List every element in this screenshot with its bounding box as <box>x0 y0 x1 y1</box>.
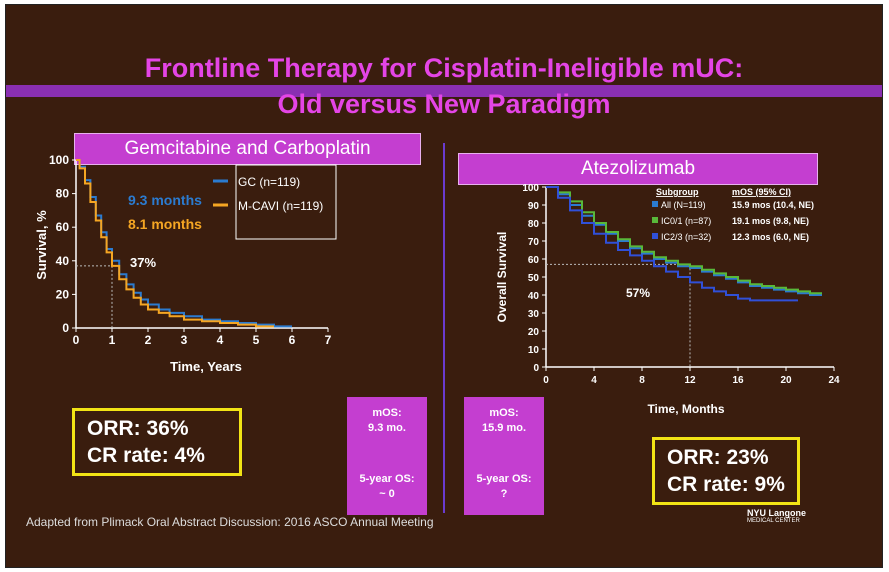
atezo-mos-label: mOS: <box>489 407 519 419</box>
x-tick-label: 7 <box>325 333 332 347</box>
atezo-mos-value: 15.9 mo. <box>481 422 527 434</box>
y-axis-label: Survival, % <box>34 210 49 280</box>
y-tick-label: 80 <box>528 219 540 230</box>
gc-survival-chart: 0 1 2 3 4 5 6 7 0 20 40 60 80 100 Time, Years Surviva… <box>34 153 337 374</box>
slide-title-line-2: Old versus New Paradigm <box>277 89 611 119</box>
gc-mos-value: 9.3 mo. <box>368 422 406 434</box>
x-tick-label: 5 <box>253 333 260 347</box>
legend-frame <box>235 164 337 240</box>
y-tick-label: 0 <box>62 321 69 335</box>
y-tick-label: 20 <box>56 287 70 301</box>
atezo-5yr-label: 5-year OS: <box>476 473 532 485</box>
legend-mos-ic23: 12.3 mos (6.0, NE) <box>732 232 809 242</box>
x-tick-label: 4 <box>591 375 597 386</box>
y-axis-label: Overall Survival <box>495 232 509 323</box>
y-tick-label: 60 <box>528 255 540 266</box>
legend-mos-all: 15.9 mos (10.4, NE) <box>732 200 814 210</box>
atezo-orr: ORR: 23% <box>667 446 769 469</box>
right-panel-title: Atezolizumab <box>458 153 818 185</box>
annotation-9-3-months: 9.3 months <box>128 192 202 208</box>
atezolizumab-survival-chart: 0 4 8 12 16 20 24 0 10 20 30 40 50 60 70 80 90 100 Time, … <box>495 183 840 416</box>
x-axis-label: Time, Months <box>647 402 724 416</box>
y-tick-label: 10 <box>528 345 540 356</box>
slide-title-line-1: Frontline Therapy for Cisplatin-Ineligib… <box>144 53 744 83</box>
legend-label-gc: GC (n=119) <box>238 175 300 189</box>
annotation-8-1-months: 8.1 months <box>128 216 202 232</box>
y-tick-label: 50 <box>528 273 540 284</box>
legend-swatch-ic01 <box>652 217 658 223</box>
x-tick-label: 1 <box>109 333 116 347</box>
y-tick-label: 0 <box>533 363 539 374</box>
subgroup-legend: Subgroup mOS (95% CI) All (N=119) 15.9 m… <box>652 187 814 242</box>
legend-header-subgroup: Subgroup <box>656 187 699 197</box>
panel-divider <box>443 143 445 513</box>
y-tick-label: 40 <box>56 254 70 268</box>
legend-header-mos: mOS (95% CI) <box>732 187 791 197</box>
x-tick-label: 3 <box>181 333 188 347</box>
atezo-5yr-value: ? <box>500 488 508 500</box>
series-line-1 <box>76 159 292 328</box>
atezo-response-box: ORR: 23% CR rate: 9% <box>652 437 800 505</box>
x-axis-label: Time, Years <box>170 359 242 374</box>
gc-mos-box: mOS: 9.3 mo. 5-year OS: ~ 0 <box>347 397 427 515</box>
chart-legend: GC (n=119) M-CAVI (n=119) <box>213 164 337 240</box>
x-tick-label: 20 <box>780 375 792 386</box>
gc-response-box: ORR: 36% CR rate: 4% <box>72 408 242 476</box>
legend-label-mcavi: M-CAVI (n=119) <box>238 199 323 213</box>
y-tick-label: 100 <box>49 153 69 167</box>
y-tick-label: 20 <box>528 327 540 338</box>
legend-label-all: All (N=119) <box>661 200 706 210</box>
x-tick-label: 12 <box>684 375 696 386</box>
legend-label-ic23: IC2/3 (n=32) <box>661 232 711 242</box>
logo-line-1: NYU Langone <box>747 508 807 518</box>
x-tick-label: 4 <box>217 333 224 347</box>
nyu-langone-logo: NYU Langone MEDICAL CENTER <box>747 508 817 530</box>
y-tick-label: 40 <box>528 291 540 302</box>
x-tick-label: 0 <box>73 333 80 347</box>
atezo-mos-box: mOS: 15.9 mo. 5-year OS: ? <box>464 397 544 515</box>
y-tick-label: 80 <box>56 187 70 201</box>
gc-orr: ORR: 36% <box>87 417 189 440</box>
legend-swatch-ic23 <box>652 233 658 239</box>
legend-label-ic01: IC0/1 (n=87) <box>661 216 711 226</box>
annotation-57-percent: 57% <box>626 286 650 300</box>
annotation-37-percent: 37% <box>130 255 156 270</box>
x-tick-label: 6 <box>289 333 296 347</box>
series-line-2 <box>76 159 274 328</box>
gc-cr-rate: CR rate: 4% <box>87 444 205 467</box>
y-tick-label: 100 <box>522 183 539 194</box>
x-tick-label: 2 <box>145 333 152 347</box>
gc-mos-label: mOS: <box>372 407 402 419</box>
x-tick-label: 16 <box>732 375 744 386</box>
logo-line-2: MEDICAL CENTER <box>747 518 800 524</box>
legend-swatch-all <box>652 201 658 207</box>
slide-footer: Adapted from Plimack Oral Abstract Discu… <box>26 515 434 529</box>
gc-5yr-label: 5-year OS: <box>359 473 415 485</box>
atezo-cr-rate: CR rate: 9% <box>667 473 785 496</box>
series-line-2 <box>546 186 822 295</box>
y-tick-label: 70 <box>528 237 540 248</box>
y-tick-label: 60 <box>56 220 70 234</box>
x-tick-label: 24 <box>828 375 840 386</box>
series-line-3 <box>546 186 798 302</box>
gc-5yr-value: ~ 0 <box>379 488 395 500</box>
title-band <box>6 85 882 97</box>
x-tick-label: 8 <box>639 375 645 386</box>
y-tick-label: 90 <box>528 201 540 212</box>
y-tick-label: 30 <box>528 309 540 320</box>
x-tick-label: 0 <box>543 375 549 386</box>
legend-mos-ic01: 19.1 mos (9.8, NE) <box>732 216 809 226</box>
presentation-slide: Frontline Therapy for Cisplatin-Ineligib… <box>5 4 883 568</box>
